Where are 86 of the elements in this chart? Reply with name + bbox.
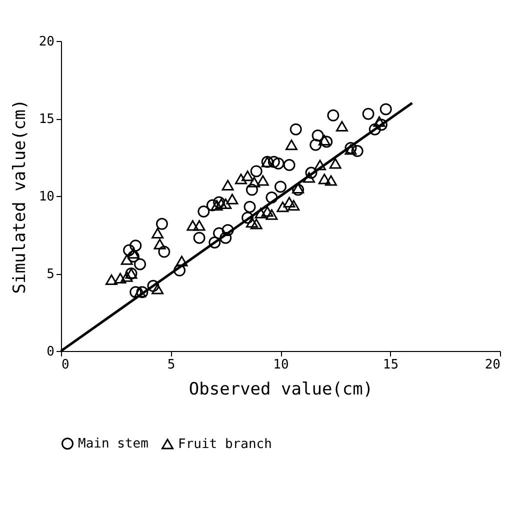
point <box>250 218 262 230</box>
point <box>254 208 267 218</box>
point <box>318 174 330 184</box>
point <box>336 120 348 132</box>
point <box>120 271 133 282</box>
point <box>318 134 330 146</box>
point <box>222 180 234 190</box>
point <box>368 123 381 136</box>
point <box>244 200 256 213</box>
point <box>266 209 278 220</box>
point <box>344 144 357 155</box>
point <box>268 156 280 168</box>
point <box>246 184 258 196</box>
point <box>206 199 218 212</box>
point <box>324 175 337 186</box>
point <box>105 274 118 285</box>
point <box>213 227 226 240</box>
point <box>152 228 164 238</box>
point <box>158 246 170 258</box>
point <box>380 103 392 116</box>
point <box>152 284 164 294</box>
x-tick-label: 15 <box>382 358 399 372</box>
point <box>127 248 140 259</box>
point <box>314 160 326 170</box>
point <box>274 180 286 193</box>
point <box>210 200 223 211</box>
point <box>156 218 168 230</box>
point <box>242 170 254 182</box>
y-tick-label: 15 <box>38 112 54 127</box>
x-tick-label: 10 <box>273 358 289 372</box>
point <box>272 157 284 170</box>
point <box>222 224 234 236</box>
point <box>176 256 188 266</box>
point <box>290 123 302 136</box>
point <box>147 280 160 292</box>
point <box>256 175 269 186</box>
point <box>130 286 142 298</box>
point <box>123 244 136 256</box>
point <box>285 140 298 150</box>
point <box>351 145 364 158</box>
point <box>242 212 254 224</box>
point <box>288 200 300 211</box>
point <box>344 142 357 154</box>
point <box>327 109 340 122</box>
x-tick-label: 5 <box>167 358 176 372</box>
point <box>375 118 388 131</box>
point <box>193 232 206 244</box>
point <box>329 158 342 169</box>
legend-label: Fruit branch <box>178 436 272 452</box>
point <box>246 217 258 228</box>
point <box>198 206 210 218</box>
point <box>248 176 260 188</box>
point <box>114 272 126 284</box>
y-axis-title: Simulated value(cm) <box>10 99 30 294</box>
point <box>310 138 322 151</box>
point <box>186 220 199 231</box>
point <box>250 165 262 178</box>
point <box>154 238 166 250</box>
point <box>174 264 186 276</box>
point <box>134 258 146 270</box>
x-tick-label: 0 <box>62 358 70 372</box>
point <box>220 232 232 244</box>
point <box>312 130 324 142</box>
point <box>208 236 221 248</box>
x-axis-title: Observed value(cm) <box>188 380 374 400</box>
point <box>305 166 318 179</box>
y-tick-label: 5 <box>46 267 54 282</box>
y-tick-label: 0 <box>46 344 54 360</box>
x-tick-label: 20 <box>484 358 500 372</box>
point <box>362 108 374 120</box>
point <box>234 174 247 184</box>
y-tick-label: 20 <box>38 34 54 50</box>
point <box>276 202 289 212</box>
point <box>130 240 142 252</box>
point <box>283 159 296 171</box>
point <box>320 136 333 148</box>
y-tick-label: 10 <box>38 190 54 204</box>
point <box>261 206 274 217</box>
point <box>120 254 133 265</box>
point <box>303 172 316 183</box>
point <box>266 192 278 204</box>
point <box>226 194 238 204</box>
point <box>373 116 386 127</box>
legend-label: Main stem <box>78 436 149 452</box>
point <box>193 220 206 231</box>
point <box>283 196 296 208</box>
